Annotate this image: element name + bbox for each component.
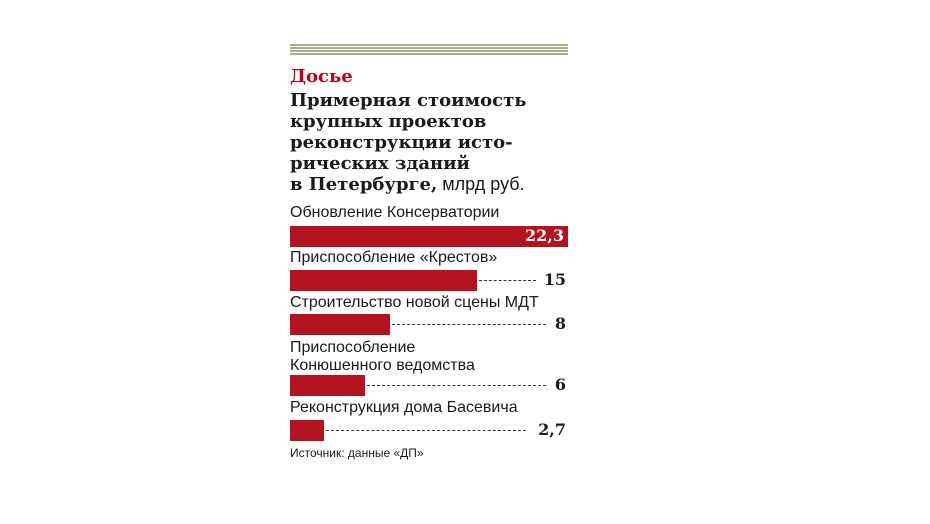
leader-line — [392, 324, 546, 325]
category-label-line: Приспособление «Крестов» — [290, 249, 498, 266]
title-line-5: в Петербурге, — [290, 174, 438, 195]
leader-line — [326, 430, 526, 431]
category-label: Реконструкция дома Басевича — [290, 399, 518, 417]
value-label: 6 — [554, 375, 566, 394]
value-label: 8 — [554, 314, 566, 333]
category-label: Обновление Консерватории — [290, 204, 499, 222]
category-label-line: Конюшенного ведомства — [290, 357, 475, 374]
bar — [290, 314, 390, 335]
category-label: Приспособление «Крестов» — [290, 249, 497, 267]
leader-line — [479, 280, 536, 281]
top-rule — [290, 44, 568, 56]
bar — [290, 226, 568, 247]
category-label-line: Обновление Консерватории — [290, 204, 500, 221]
kicker: Досье — [290, 66, 353, 87]
category-label-line: Приспособление — [290, 339, 416, 356]
source-note: Источник: данные «ДП» — [290, 446, 424, 460]
title-line-1: Примерная стоимость — [290, 90, 527, 111]
bar — [290, 375, 365, 396]
title-line-4: рических зданий — [290, 153, 470, 174]
chart-title: Примерная стоимость крупных проектов рек… — [290, 90, 570, 195]
category-label-line: Реконструкция дома Басевича — [290, 399, 518, 416]
bar — [290, 420, 324, 441]
value-label: 15 — [543, 270, 566, 289]
leader-line — [367, 385, 546, 386]
title-line-3: реконструкции исто- — [290, 132, 513, 153]
category-label-line: Строительство новой сцены МДТ — [290, 294, 539, 311]
value-label: 2,7 — [538, 420, 566, 439]
value-label: 22,3 — [525, 226, 564, 245]
category-label: Строительство новой сцены МДТ — [290, 294, 539, 312]
category-label: Приспособление Конюшенного ведомства — [290, 339, 475, 375]
unit-label: млрд руб. — [437, 174, 525, 194]
title-line-2: крупных проектов — [290, 111, 487, 132]
bar — [290, 270, 477, 291]
